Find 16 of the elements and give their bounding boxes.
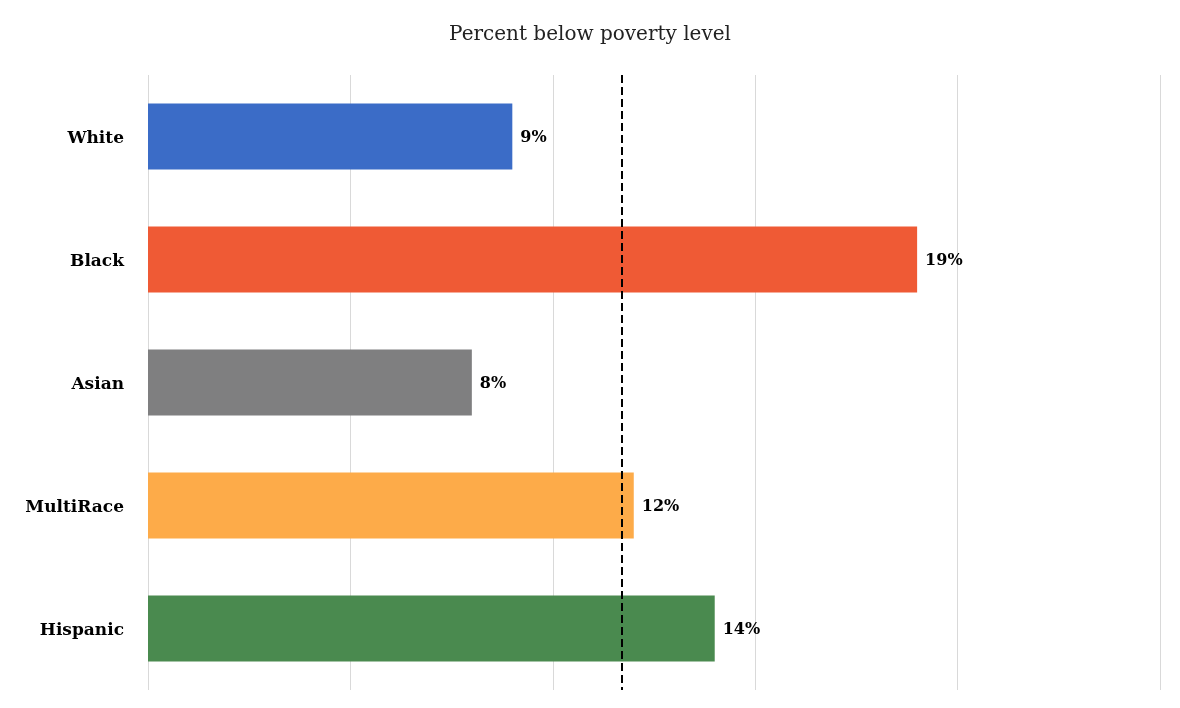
data-label: 19%: [925, 250, 963, 269]
y-tick-label: White: [66, 126, 125, 147]
y-tick-label: Hispanic: [39, 618, 124, 639]
y-tick-label: MultiRace: [25, 495, 125, 516]
data-label: 9%: [520, 127, 547, 146]
data-label: 12%: [641, 496, 680, 515]
data-label: 8%: [479, 373, 507, 392]
y-tick-label: Asian: [70, 372, 124, 393]
bar: [148, 595, 715, 662]
bar: [148, 349, 472, 416]
data-label: 14%: [722, 619, 761, 638]
bar: [148, 472, 634, 539]
y-tick-label: Black: [70, 249, 126, 270]
chart-title: Percent below poverty level: [449, 21, 731, 45]
bar: [148, 226, 918, 293]
bar: [148, 103, 513, 170]
